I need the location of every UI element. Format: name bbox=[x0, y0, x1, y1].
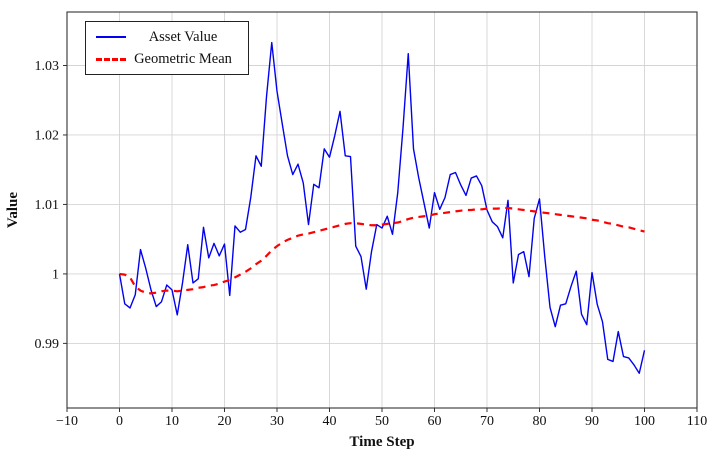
x-tick-label: 40 bbox=[323, 414, 337, 429]
legend-item-asset-value: Asset Value bbox=[96, 26, 240, 48]
y-tick-label: 1.01 bbox=[35, 198, 60, 213]
y-tick-label: 1.03 bbox=[35, 59, 60, 74]
x-tick-label: 10 bbox=[165, 414, 179, 429]
x-tick-label: 90 bbox=[585, 414, 599, 429]
x-axis-title: Time Step bbox=[349, 434, 414, 450]
legend-label-geometric-mean: Geometric Mean bbox=[134, 50, 232, 67]
geometric-mean-line-sample bbox=[96, 57, 126, 61]
x-tick-label: 80 bbox=[533, 414, 547, 429]
x-tick-label: 0 bbox=[116, 414, 123, 429]
plot-frame bbox=[66, 11, 698, 409]
series-line-geometric-mean bbox=[119, 206, 645, 295]
asset-value-line-sample bbox=[96, 36, 126, 38]
x-tick-label: −10 bbox=[56, 414, 78, 429]
x-tick-label: 50 bbox=[375, 414, 389, 429]
legend-label-asset-value: Asset Value bbox=[148, 28, 218, 45]
y-tick-label: 1.02 bbox=[35, 128, 60, 143]
y-tick-label: 0.99 bbox=[35, 337, 60, 352]
x-tick-label: 20 bbox=[218, 414, 232, 429]
legend-item-geometric-mean: Geometric Mean bbox=[96, 48, 240, 70]
x-tick-label: 70 bbox=[480, 414, 494, 429]
x-tick-label: 100 bbox=[634, 414, 655, 429]
x-tick-label: 30 bbox=[270, 414, 284, 429]
x-tick-label: 110 bbox=[687, 414, 707, 429]
x-tick-label: 60 bbox=[428, 414, 442, 429]
series-line-asset-value bbox=[118, 41, 646, 374]
legend: Asset Value Geometric Mean bbox=[85, 21, 249, 75]
y-tick-label: 1 bbox=[52, 267, 59, 282]
y-axis-title: Value bbox=[5, 192, 21, 228]
